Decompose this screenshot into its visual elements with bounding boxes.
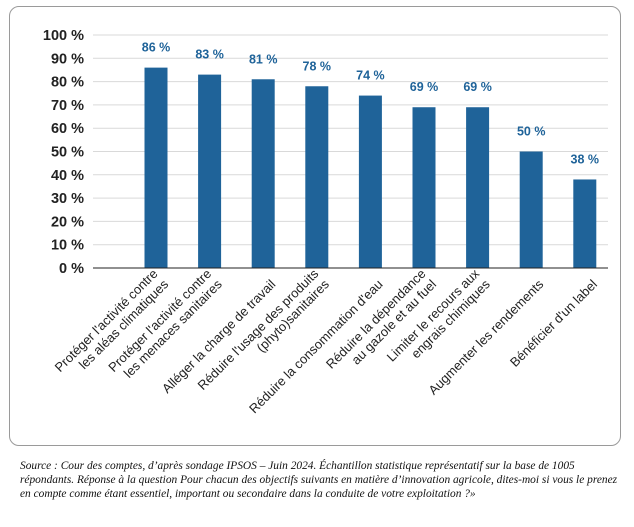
y-tick-label: 80 % xyxy=(51,75,84,91)
value-label: 86 % xyxy=(142,41,171,55)
value-label: 38 % xyxy=(571,152,600,166)
bar xyxy=(519,151,543,268)
y-tick-label: 20 % xyxy=(51,214,84,230)
y-tick-label: 60 % xyxy=(51,121,84,137)
y-tick-label: 0 % xyxy=(59,261,84,277)
value-labels: 86 % 83 % 81 % 78 % 74 % 69 % 69 % 50 % 38 % xyxy=(142,41,599,167)
bar xyxy=(412,107,436,268)
x-axis-labels: Protéger l'activité contreles aléas clim… xyxy=(52,266,600,417)
y-tick-label: 70 % xyxy=(51,98,84,114)
bar xyxy=(466,107,490,268)
y-tick-label: 40 % xyxy=(51,168,84,184)
value-label: 69 % xyxy=(463,80,492,94)
y-tick-label: 100 % xyxy=(43,28,84,44)
y-tick-label: 10 % xyxy=(51,238,84,254)
y-tick-label: 50 % xyxy=(51,145,84,161)
value-label: 83 % xyxy=(195,48,224,62)
y-tick-label: 30 % xyxy=(51,191,84,207)
bar-chart: 0 % 10 % 20 % 30 % 40 % 50 % 60 % 70 % 80 % 90 % 1… xyxy=(43,28,608,417)
bar xyxy=(198,74,222,268)
bar xyxy=(144,67,168,269)
value-label: 69 % xyxy=(410,80,439,94)
y-tick-label: 90 % xyxy=(51,51,84,67)
y-axis-ticks: 0 % 10 % 20 % 30 % 40 % 50 % 60 % 70 % 80 % 90 % 1… xyxy=(43,28,84,277)
bar xyxy=(358,95,382,268)
bar xyxy=(251,79,275,269)
value-label: 81 % xyxy=(249,52,278,66)
value-label: 78 % xyxy=(303,59,332,73)
value-label: 50 % xyxy=(517,125,546,139)
source-note: Source : Cour des comptes, d’après sonda… xyxy=(20,460,618,501)
chart-frame xyxy=(9,6,621,446)
bar xyxy=(573,179,597,268)
bar xyxy=(305,86,329,268)
value-label: 74 % xyxy=(356,69,385,83)
bars xyxy=(144,67,597,269)
